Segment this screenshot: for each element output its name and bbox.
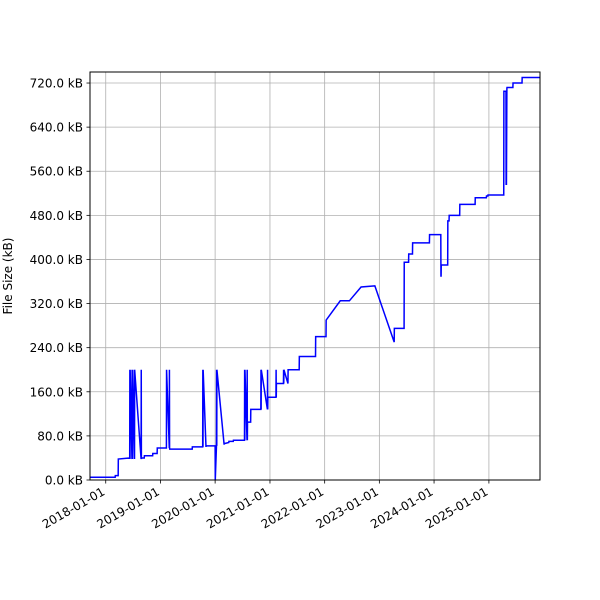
y-tick-label: 640.0 kB — [30, 121, 83, 135]
y-tick-label: 560.0 kB — [30, 165, 83, 179]
y-tick-label: 0.0 kB — [45, 474, 83, 488]
y-tick-label: 480.0 kB — [30, 209, 83, 223]
y-tick-label: 400.0 kB — [30, 253, 83, 267]
y-tick-label: 160.0 kB — [30, 385, 83, 399]
y-tick-label: 320.0 kB — [30, 297, 83, 311]
grid-lines — [90, 72, 540, 481]
plot-frame — [89, 71, 541, 481]
series-line-0 — [90, 76, 540, 480]
x-tick-label: 2025-01-01 — [423, 484, 490, 531]
y-tick-label: 80.0 kB — [37, 429, 83, 443]
y-tick-label: 720.0 kB — [30, 77, 83, 91]
x-axis: 2018-01-012019-01-012020-01-012021-01-01… — [40, 480, 490, 531]
series-layer — [90, 76, 540, 480]
y-axis-label: File Size (kB) — [1, 238, 15, 315]
y-tick-label: 240.0 kB — [30, 341, 83, 355]
y-axis: 0.0 kB 80.0 kB 160.0 kB 240.0 kB 320.0 kB 400… — [30, 77, 90, 488]
